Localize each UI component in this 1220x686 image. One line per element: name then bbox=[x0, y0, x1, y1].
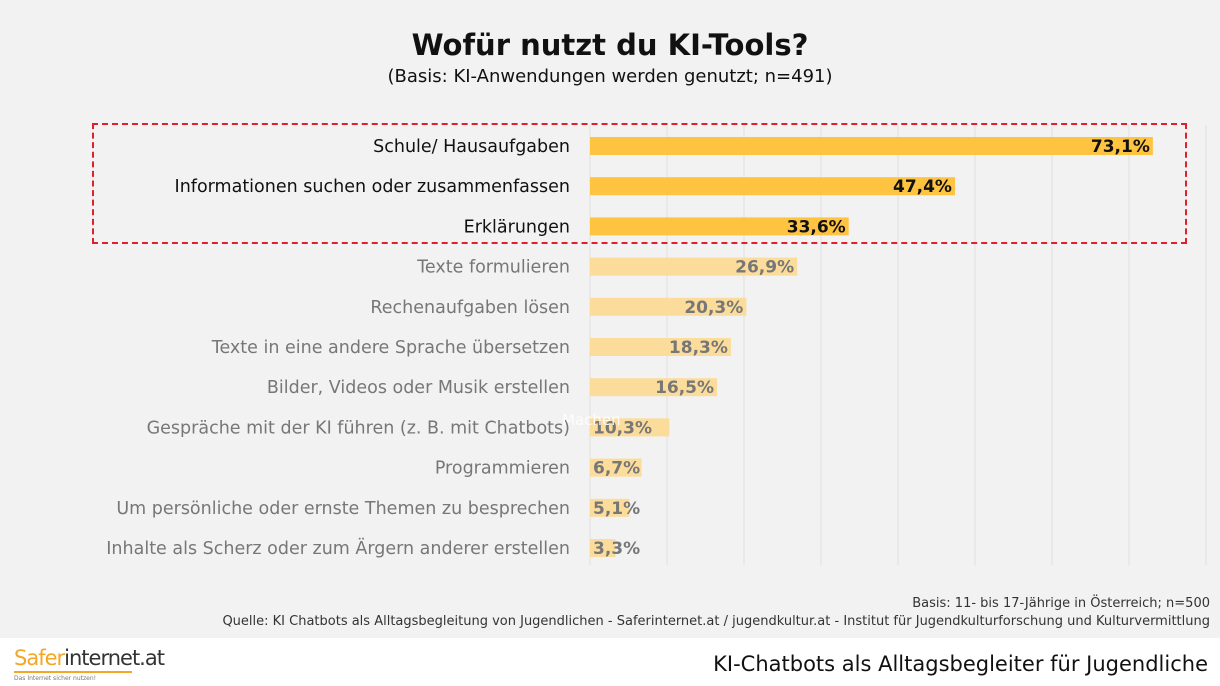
logo-tagline: Das Internet sicher nutzen! bbox=[14, 675, 97, 682]
watermark: Machen bbox=[562, 411, 621, 429]
data-label: 16,5% bbox=[655, 378, 714, 398]
bar bbox=[590, 418, 670, 437]
data-label: 6,7% bbox=[593, 459, 640, 479]
category-label: Rechenaufgaben lösen bbox=[370, 298, 570, 318]
category-label: Gespräche mit der KI führen (z. B. mit C… bbox=[147, 418, 570, 438]
category-label: Um persönliche oder ernste Themen zu bes… bbox=[116, 499, 570, 519]
bar bbox=[590, 498, 630, 517]
saferinternet-logo: Saferinternet.at bbox=[14, 646, 165, 670]
data-label: 33,6% bbox=[787, 217, 846, 237]
chart-title: Wofür nutzt du KI-Tools? bbox=[411, 28, 809, 62]
footer bbox=[0, 638, 1220, 686]
category-label: Erklärungen bbox=[464, 217, 570, 237]
bar bbox=[590, 458, 642, 477]
data-label: 26,9% bbox=[735, 258, 794, 278]
category-label: Inhalte als Scherz oder zum Ärgern ander… bbox=[106, 538, 570, 559]
data-label: 3,3% bbox=[593, 539, 640, 559]
bar bbox=[590, 297, 747, 316]
highlight-box bbox=[92, 123, 1187, 244]
basis-note: Basis: 11- bis 17-Jährige in Österreich;… bbox=[912, 596, 1210, 611]
category-label: Informationen suchen oder zusammenfassen bbox=[175, 177, 570, 197]
category-label: Schule/ Hausaufgaben bbox=[373, 137, 570, 157]
data-label: 10,3% bbox=[593, 418, 652, 438]
bar bbox=[590, 217, 849, 236]
data-label: 47,4% bbox=[893, 177, 952, 197]
bar bbox=[590, 177, 955, 196]
logo-underline bbox=[14, 671, 132, 673]
data-label: 73,1% bbox=[1091, 137, 1150, 157]
logo-text-b: internet.at bbox=[64, 646, 165, 670]
source-note: Quelle: KI Chatbots als Alltagsbegleitun… bbox=[222, 614, 1210, 629]
data-label: 18,3% bbox=[669, 338, 728, 358]
bar bbox=[590, 539, 616, 557]
category-label: Programmieren bbox=[435, 459, 570, 479]
logo-text-a: Safer bbox=[14, 646, 65, 670]
category-label: Texte formulieren bbox=[416, 258, 570, 278]
bar bbox=[590, 257, 798, 276]
category-label: Bilder, Videos oder Musik erstellen bbox=[267, 378, 570, 398]
data-label: 20,3% bbox=[684, 298, 743, 318]
data-label: 5,1% bbox=[593, 499, 640, 519]
bar-chart: Schule/ Hausaufgaben 73,1% Informationen s… bbox=[106, 125, 1207, 565]
footer-title: KI-Chatbots als Alltagsbegleiter für Jug… bbox=[713, 652, 1208, 676]
bar bbox=[590, 338, 731, 356]
chart-subtitle: (Basis: KI-Anwendungen werden genutzt; n… bbox=[387, 66, 833, 87]
bar bbox=[590, 137, 1153, 155]
bar bbox=[590, 378, 718, 397]
category-label: Texte in eine andere Sprache übersetzen bbox=[211, 338, 570, 358]
